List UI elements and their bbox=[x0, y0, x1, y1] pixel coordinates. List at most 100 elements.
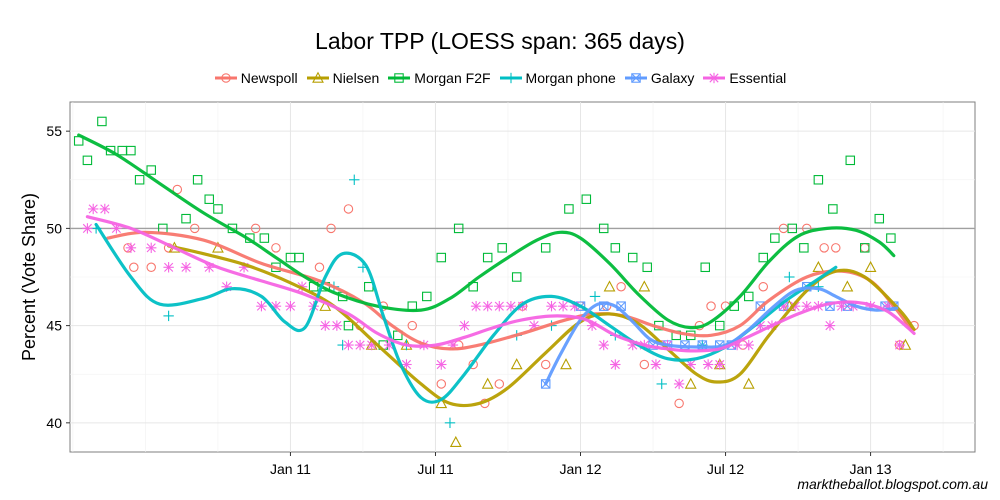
data-point-essential bbox=[163, 262, 174, 273]
legend-marker-essential bbox=[709, 72, 720, 84]
data-point-essential bbox=[673, 378, 685, 390]
data-point-essential bbox=[285, 300, 296, 312]
data-point-essential bbox=[320, 320, 331, 331]
x-tick-label: Jan 12 bbox=[559, 461, 601, 477]
data-point-newspoll bbox=[758, 281, 769, 292]
data-point-essential bbox=[180, 262, 192, 273]
data-point-morgan-phone bbox=[589, 291, 601, 302]
legend-marker-morgan-f2f bbox=[394, 73, 405, 83]
legend-marker-nielsen bbox=[311, 71, 324, 83]
data-point-essential bbox=[494, 300, 505, 312]
data-point-morgan-phone bbox=[656, 378, 667, 390]
trend-line-morgan-phone bbox=[94, 222, 838, 404]
data-point-morgan-f2f bbox=[598, 223, 609, 234]
data-point-essential bbox=[354, 339, 366, 351]
data-point-morgan-f2f bbox=[581, 194, 592, 204]
legend-item-morgan-f2f: Morgan F2F bbox=[387, 70, 491, 86]
legend-item-essential: Essential bbox=[702, 70, 786, 86]
data-point-morgan-f2f bbox=[700, 262, 710, 273]
data-point-essential bbox=[557, 300, 569, 312]
data-point-morgan-phone bbox=[444, 417, 456, 429]
data-point-morgan-f2f bbox=[813, 175, 824, 185]
data-point-essential bbox=[99, 203, 111, 215]
data-point-morgan-f2f bbox=[627, 252, 638, 263]
data-point-morgan-phone bbox=[163, 310, 174, 322]
data-point-morgan-f2f bbox=[497, 243, 507, 253]
data-point-essential bbox=[650, 359, 662, 370]
data-point-newspoll bbox=[271, 243, 281, 253]
data-point-morgan-f2f bbox=[787, 223, 798, 234]
data-point-nielsen bbox=[603, 280, 616, 292]
x-tick-label: Jan 13 bbox=[850, 461, 892, 477]
data-point-newspoll bbox=[540, 359, 551, 370]
data-point-morgan-f2f bbox=[845, 155, 856, 166]
legend-label: Galaxy bbox=[650, 70, 695, 86]
data-point-morgan-f2f bbox=[482, 252, 493, 263]
legend-label: Morgan phone bbox=[525, 70, 616, 86]
data-point-essential bbox=[714, 359, 725, 370]
data-point-morgan-f2f bbox=[422, 291, 432, 302]
data-point-newspoll bbox=[146, 262, 156, 273]
data-point-essential bbox=[743, 339, 754, 351]
data-point-essential bbox=[256, 300, 267, 312]
data-point-essential bbox=[505, 300, 517, 312]
data-point-newspoll bbox=[326, 223, 336, 234]
data-point-morgan-f2f bbox=[642, 262, 652, 273]
data-point-essential bbox=[610, 359, 621, 370]
legend-label: Essential bbox=[729, 70, 787, 86]
data-point-morgan-f2f bbox=[610, 243, 621, 253]
data-point-essential bbox=[546, 300, 557, 312]
data-point-morgan-f2f bbox=[204, 194, 214, 204]
trend-line-newspoll bbox=[106, 230, 913, 351]
data-point-morgan-f2f bbox=[97, 116, 107, 127]
data-point-essential bbox=[894, 339, 905, 351]
legend: Newspoll Nielsen Morgan F2F Morgan phone Gal… bbox=[0, 70, 1000, 86]
data-point-essential bbox=[470, 300, 482, 312]
legend-key-nielsen bbox=[306, 71, 329, 83]
data-point-newspoll bbox=[819, 243, 829, 253]
data-point-morgan-f2f bbox=[343, 320, 354, 331]
series-points-morgan-f2f bbox=[73, 116, 896, 350]
trend-line-galaxy bbox=[544, 286, 899, 386]
legend-item-galaxy: Galaxy bbox=[624, 70, 695, 86]
data-point-morgan-f2f bbox=[213, 204, 223, 214]
data-point-morgan-f2f bbox=[758, 252, 769, 263]
legend-item-morgan-phone: Morgan phone bbox=[499, 70, 616, 86]
data-point-newspoll bbox=[189, 223, 200, 234]
legend-label: Nielsen bbox=[332, 70, 380, 86]
data-point-nielsen bbox=[510, 358, 523, 370]
data-point-nielsen bbox=[449, 435, 462, 448]
trend-line-essential bbox=[85, 215, 916, 353]
y-tick-label: 45 bbox=[46, 318, 62, 334]
data-point-essential bbox=[459, 320, 470, 331]
data-point-nielsen bbox=[435, 397, 448, 409]
data-point-essential bbox=[598, 339, 609, 351]
data-point-essential bbox=[331, 320, 343, 331]
data-point-newspoll bbox=[706, 301, 716, 311]
data-point-morgan-f2f bbox=[436, 252, 447, 263]
data-point-morgan-f2f bbox=[860, 243, 870, 253]
data-point-morgan-f2f bbox=[714, 320, 725, 331]
data-point-morgan-f2f bbox=[82, 155, 93, 166]
credit: marktheballot.blogspot.com.au bbox=[797, 476, 988, 492]
data-point-newspoll bbox=[674, 398, 684, 409]
data-point-newspoll bbox=[831, 243, 841, 253]
legend-marker-galaxy bbox=[631, 73, 641, 83]
legend-key-morgan-phone bbox=[499, 72, 522, 84]
data-point-nielsen bbox=[319, 299, 332, 311]
legend-key-newspoll bbox=[214, 73, 237, 83]
data-point-nielsen bbox=[684, 377, 697, 389]
x-tick-label: Jul 12 bbox=[707, 461, 745, 477]
data-point-nielsen bbox=[742, 377, 755, 389]
data-point-morgan-f2f bbox=[146, 165, 156, 175]
data-point-morgan-phone bbox=[784, 271, 795, 283]
legend-item-newspoll: Newspoll bbox=[214, 70, 298, 86]
trend-line-morgan-f2f bbox=[77, 133, 896, 330]
data-point-morgan-f2f bbox=[874, 213, 885, 224]
data-point-morgan-f2f bbox=[134, 175, 145, 185]
data-point-essential bbox=[88, 203, 99, 215]
legend-label: Newspoll bbox=[240, 70, 298, 86]
data-point-morgan-f2f bbox=[511, 272, 522, 282]
data-point-morgan-phone bbox=[349, 174, 360, 185]
